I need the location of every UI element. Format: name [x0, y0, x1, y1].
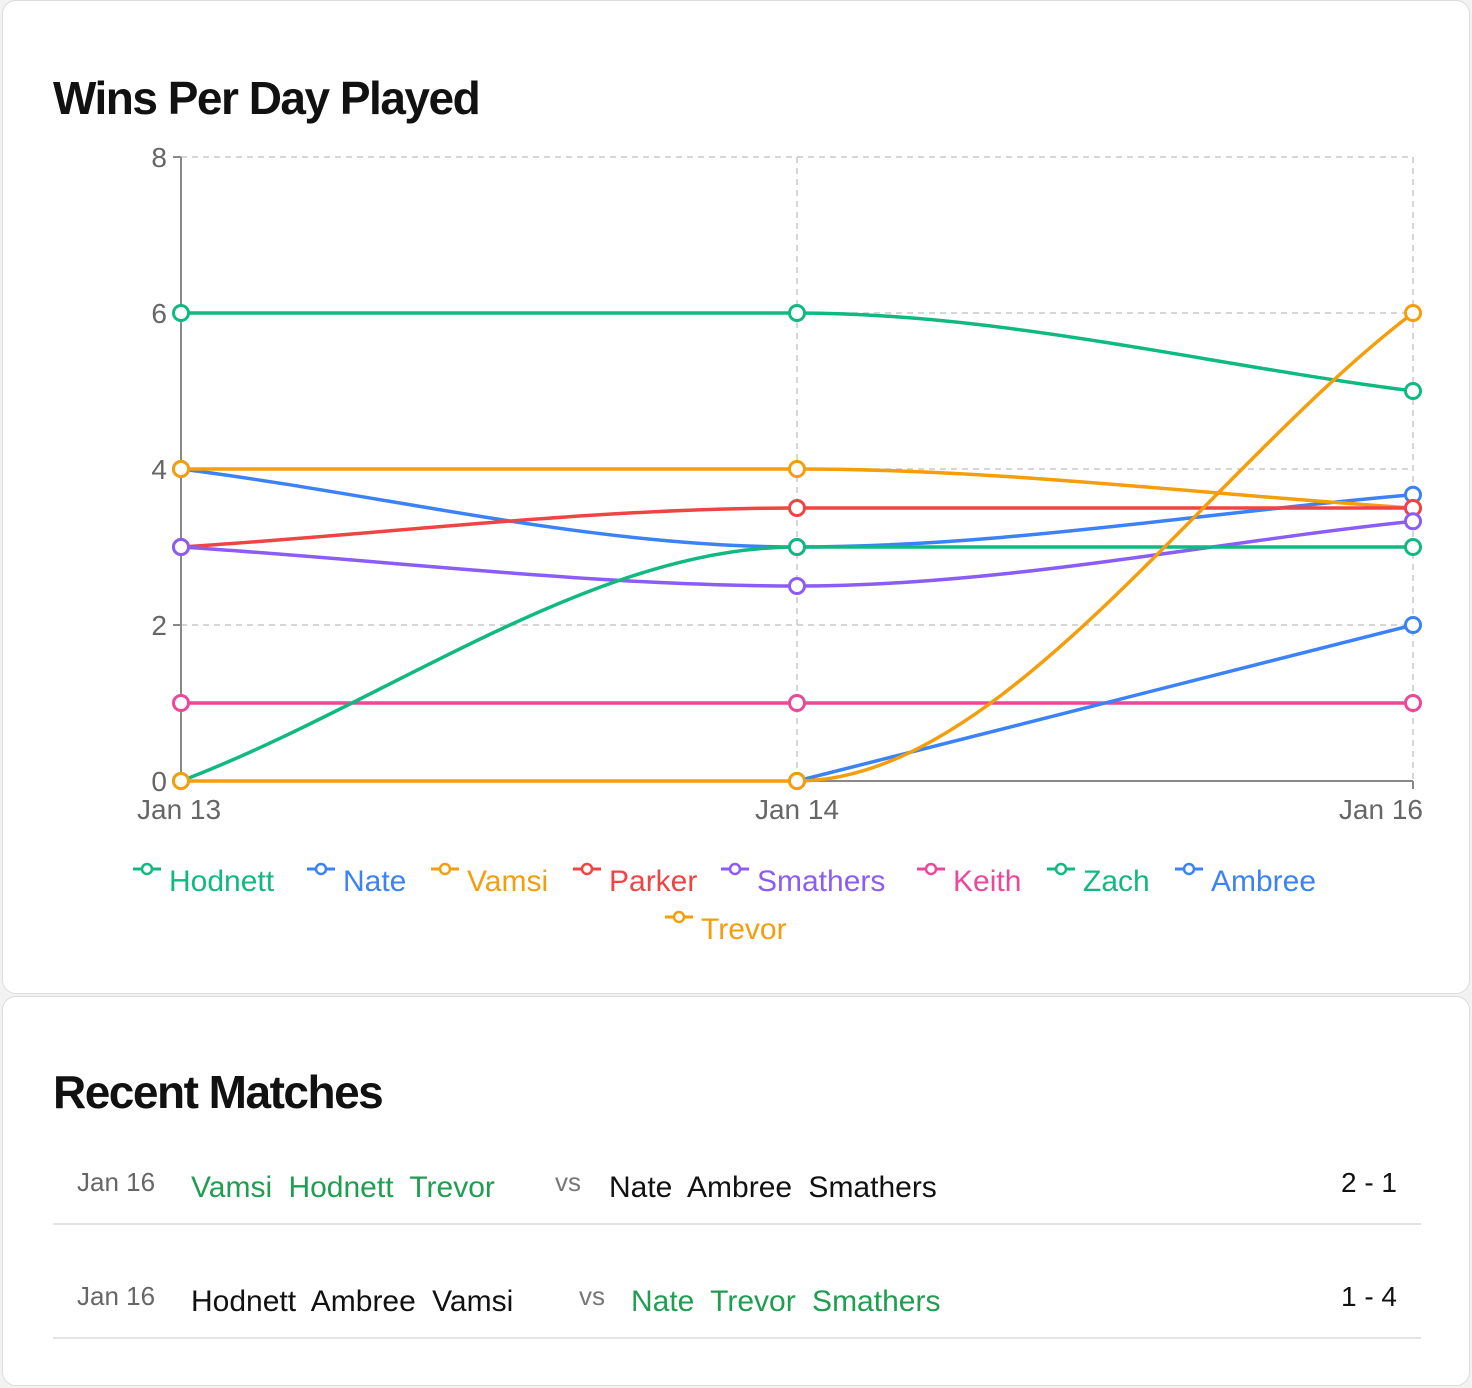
match-vs-label: vs — [579, 1281, 605, 1311]
legend-label-keith: Keith — [953, 865, 1021, 898]
chart-card: Wins Per Day Played 0 2 4 6 8 Jan 13 Jan 14 Jan… — [2, 0, 1470, 994]
match-date: Jan 16 — [77, 1281, 156, 1311]
x-tick-label: Jan 13 — [137, 794, 221, 825]
match-team-1: Vamsi Hodnett Trevor — [191, 1171, 495, 1204]
legend-label-parker: Parker — [609, 865, 697, 898]
wins-line-chart: 0 2 4 6 8 Jan 13 Jan 14 Jan 16 Hodnett Nate Vamsi P… — [133, 142, 1423, 946]
data-point-smathers — [172, 538, 190, 556]
y-tick-label: 6 — [151, 298, 167, 329]
match-team-2: Nate Ambree Smathers — [609, 1171, 937, 1204]
legend-label-ambree: Ambree — [1211, 865, 1316, 898]
legend-marker-hodnett — [140, 862, 154, 876]
data-point-hodnett — [172, 304, 190, 322]
legend-label-smathers: Smathers — [757, 865, 885, 898]
legend-marker-vamsi — [438, 862, 452, 876]
legend-marker-parker — [580, 862, 594, 876]
match-row[interactable]: Jan 16 Hodnett Ambree Vamsi vs Nate Trev… — [53, 1277, 1421, 1339]
data-point-vamsi — [788, 460, 806, 478]
legend-label-trevor: Trevor — [701, 913, 787, 946]
legend-marker-trevor — [672, 910, 686, 924]
match-team-2: Nate Trevor Smathers — [631, 1285, 941, 1318]
match-score: 2 - 1 — [1340, 1167, 1397, 1198]
match-score: 1 - 4 — [1340, 1281, 1397, 1312]
legend-marker-smathers — [728, 862, 742, 876]
y-tick-label: 2 — [151, 610, 167, 641]
legend-marker-nate — [314, 862, 328, 876]
data-point-smathers — [788, 577, 806, 595]
legend-label-zach: Zach — [1083, 865, 1150, 898]
legend-label-nate: Nate — [343, 865, 406, 898]
x-tick-label: Jan 14 — [755, 794, 839, 825]
data-point-trevor — [172, 772, 190, 790]
data-point-keith — [788, 694, 806, 712]
match-team-1: Hodnett Ambree Vamsi — [191, 1285, 514, 1318]
legend-marker-zach — [1054, 862, 1068, 876]
data-point-keith — [1404, 694, 1422, 712]
data-point-smathers — [1404, 512, 1422, 531]
data-point-vamsi — [172, 460, 190, 478]
data-point-zach — [1404, 538, 1422, 556]
legend-label-hodnett: Hodnett — [169, 865, 275, 898]
y-tick-label: 4 — [151, 454, 167, 485]
legend-label-vamsi: Vamsi — [467, 865, 548, 898]
series-line-trevor — [181, 311, 1415, 783]
legend-marker-ambree — [1182, 862, 1196, 876]
match-row[interactable]: Jan 16 Vamsi Hodnett Trevor vs Nate Ambr… — [53, 1163, 1421, 1225]
series-line-ambree — [796, 623, 1414, 783]
x-tick-label: Jan 16 — [1339, 794, 1423, 825]
y-tick-label: 8 — [151, 142, 167, 173]
recent-matches-card: Recent Matches Jan 16 Vamsi Hodnett Trev… — [2, 996, 1470, 1386]
match-date: Jan 16 — [77, 1167, 156, 1197]
data-point-hodnett — [788, 304, 806, 322]
chart-title: Wins Per Day Played — [53, 72, 481, 124]
y-tick-label: 0 — [151, 766, 167, 797]
recent-matches-title: Recent Matches — [53, 1066, 384, 1118]
data-point-parker — [788, 499, 806, 517]
data-point-trevor — [1404, 304, 1422, 322]
data-point-hodnett — [1404, 382, 1422, 400]
data-point-trevor — [788, 772, 806, 790]
legend-marker-keith — [924, 862, 938, 876]
data-point-zach — [788, 538, 806, 556]
data-point-ambree — [1404, 616, 1422, 634]
data-point-keith — [172, 694, 190, 712]
match-vs-label: vs — [555, 1167, 581, 1197]
